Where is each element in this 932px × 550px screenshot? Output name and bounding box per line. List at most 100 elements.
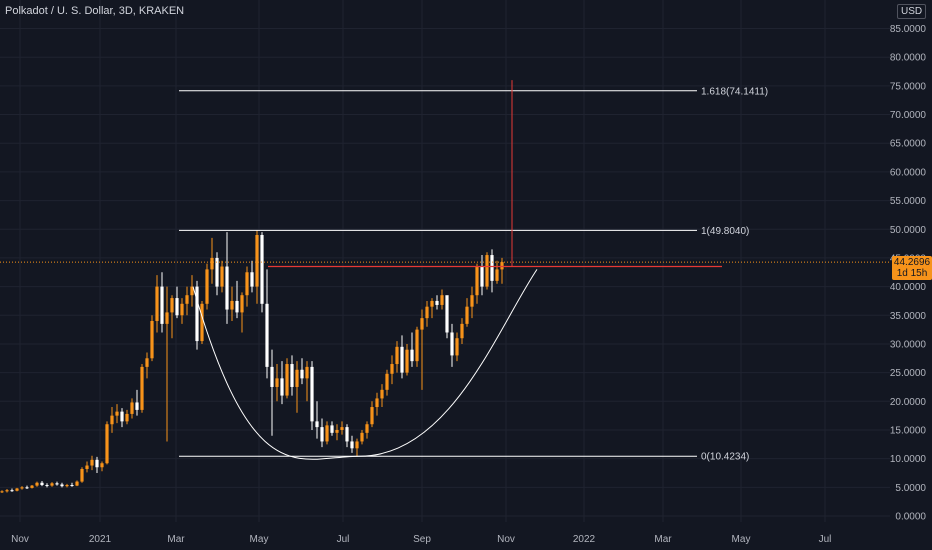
candle bbox=[375, 392, 379, 416]
candle bbox=[225, 232, 229, 324]
candle-body bbox=[300, 369, 304, 379]
candle-body bbox=[295, 369, 299, 387]
candle bbox=[165, 286, 169, 442]
candle-body bbox=[275, 378, 279, 387]
candle bbox=[95, 456, 99, 473]
candle-body bbox=[385, 373, 389, 390]
candle-body bbox=[260, 234, 264, 304]
candle bbox=[340, 421, 344, 435]
candle bbox=[45, 483, 49, 488]
candle bbox=[185, 286, 189, 316]
candle bbox=[265, 269, 269, 379]
candle-body bbox=[15, 488, 19, 491]
candle bbox=[25, 485, 29, 490]
candle bbox=[335, 424, 339, 441]
y-tick-label: 25.0000 bbox=[890, 368, 927, 379]
fib-level-label: 0(10.4234) bbox=[701, 452, 749, 463]
candle bbox=[115, 404, 119, 424]
candle bbox=[200, 300, 204, 344]
candle-body bbox=[480, 266, 484, 287]
candle-body bbox=[375, 398, 379, 408]
candle bbox=[495, 260, 499, 284]
time-axis[interactable]: Nov 2021 Mar May Jul Sep Nov 2022 Mar May Jul bbox=[11, 534, 831, 545]
candle-body bbox=[210, 257, 214, 270]
candle-body bbox=[195, 286, 199, 342]
x-tick-label: 2021 bbox=[89, 534, 112, 545]
candle bbox=[360, 429, 364, 445]
candle-body bbox=[430, 300, 434, 307]
x-tick-label: 2022 bbox=[573, 534, 596, 545]
candle-body bbox=[120, 411, 124, 422]
candle bbox=[160, 272, 164, 333]
candle-body bbox=[490, 255, 494, 281]
candle bbox=[460, 318, 464, 344]
candle-body bbox=[185, 295, 189, 304]
candle-body bbox=[40, 482, 44, 486]
candle-body bbox=[465, 306, 469, 324]
candle bbox=[430, 298, 434, 319]
candle bbox=[80, 467, 84, 483]
candle-body bbox=[495, 269, 499, 281]
fib-level-label: 1.618(74.1411) bbox=[701, 86, 768, 97]
candle bbox=[420, 309, 424, 390]
x-tick-label: Sep bbox=[413, 534, 431, 545]
x-tick-label: May bbox=[250, 534, 269, 545]
candle-body bbox=[425, 306, 429, 319]
candle bbox=[110, 407, 114, 433]
candle bbox=[395, 341, 399, 373]
candle bbox=[310, 361, 314, 430]
x-tick-label: Nov bbox=[11, 534, 29, 545]
candle-body bbox=[75, 481, 79, 486]
x-tick-label: May bbox=[732, 534, 751, 545]
cup-pattern-curve bbox=[192, 269, 538, 460]
candle bbox=[235, 280, 239, 319]
candle bbox=[390, 355, 394, 385]
candle bbox=[330, 421, 334, 436]
candle bbox=[270, 349, 274, 436]
candle-body bbox=[100, 463, 104, 468]
candle bbox=[255, 230, 259, 304]
candle-body bbox=[155, 286, 159, 322]
candle bbox=[320, 418, 324, 448]
candle bbox=[490, 249, 494, 293]
candle-body bbox=[165, 312, 169, 324]
candle bbox=[345, 424, 349, 448]
candle-body bbox=[55, 483, 59, 485]
candle bbox=[290, 355, 294, 396]
candle-body bbox=[345, 427, 349, 442]
candle-body bbox=[420, 318, 424, 330]
candle-body bbox=[85, 465, 89, 469]
candle-body bbox=[475, 266, 479, 296]
y-tick-label: 55.0000 bbox=[890, 196, 927, 207]
candle-body bbox=[405, 349, 409, 373]
candle bbox=[480, 255, 484, 296]
y-tick-label: 85.0000 bbox=[890, 24, 927, 35]
y-tick-label: 70.0000 bbox=[890, 110, 927, 121]
candle bbox=[205, 263, 209, 310]
candle bbox=[140, 364, 144, 413]
y-tick-label: 20.0000 bbox=[890, 397, 927, 408]
candle-body bbox=[110, 415, 114, 425]
candle-body bbox=[65, 485, 69, 487]
candle-body bbox=[400, 346, 404, 373]
candle-body bbox=[470, 295, 474, 307]
x-tick-label: Jul bbox=[819, 534, 832, 545]
candle-body bbox=[445, 295, 449, 333]
candle-body bbox=[175, 298, 179, 316]
candle-body bbox=[355, 441, 359, 449]
candle bbox=[230, 286, 234, 322]
candle-body bbox=[230, 300, 234, 310]
candle bbox=[440, 289, 444, 310]
x-tick-label: Jul bbox=[337, 534, 350, 545]
y-tick-label: 60.0000 bbox=[890, 167, 927, 178]
candle-body bbox=[250, 272, 254, 287]
candle-body bbox=[135, 402, 139, 410]
candle-body bbox=[360, 432, 364, 442]
candle bbox=[465, 298, 469, 327]
candle bbox=[50, 482, 54, 487]
candle bbox=[100, 461, 104, 472]
candle bbox=[60, 482, 64, 488]
currency-button[interactable]: USD bbox=[897, 4, 927, 19]
candle bbox=[85, 461, 89, 473]
